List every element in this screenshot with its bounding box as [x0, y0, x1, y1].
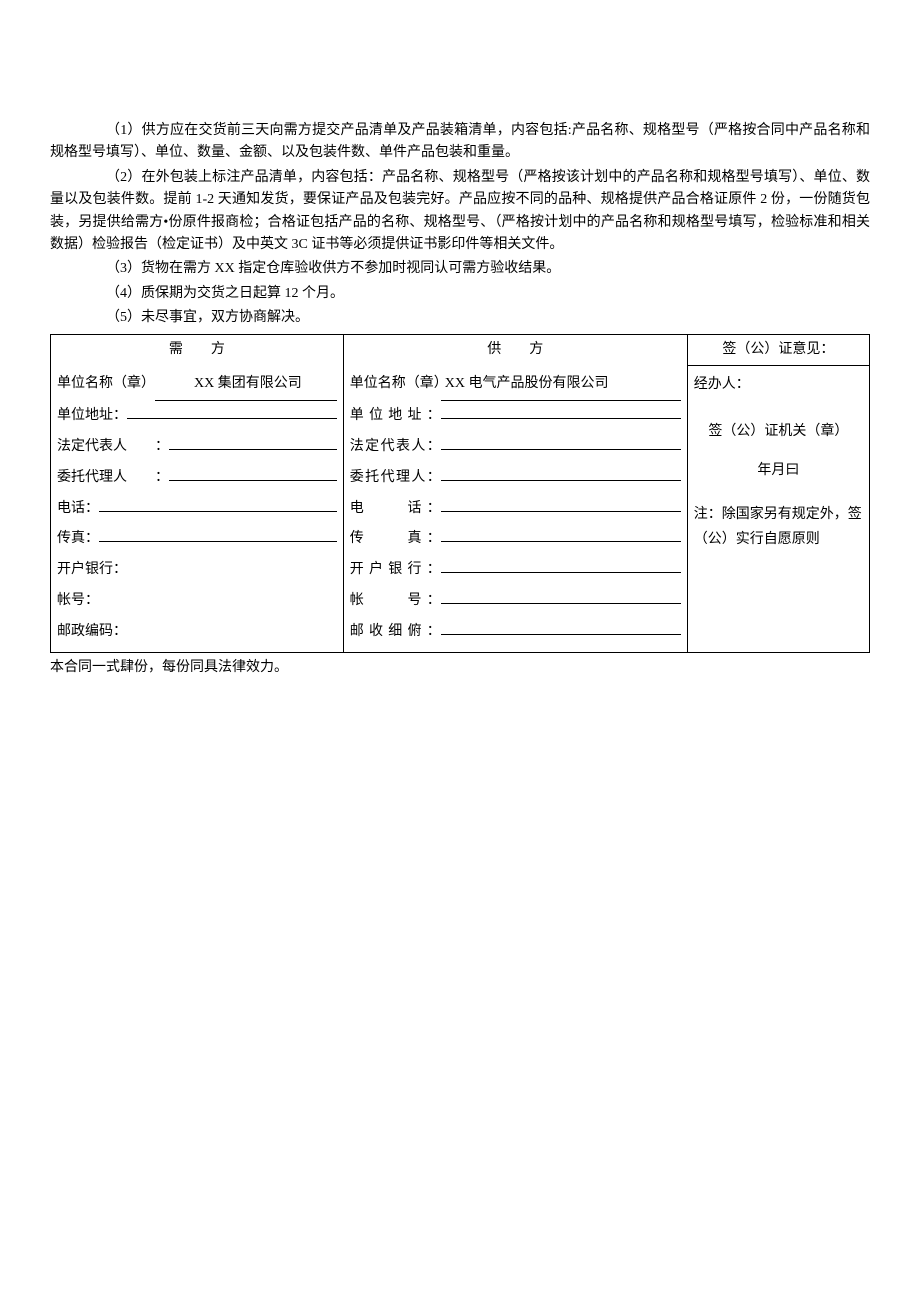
- demander-address-label: 单位地址：: [57, 401, 127, 432]
- clause-2: （2）在外包装上标注产品清单，内容包括：产品名称、规格型号（严格按该计划中的产品…: [50, 167, 870, 257]
- demander-address-value: [127, 402, 337, 419]
- demander-account-label: 帐号：: [57, 586, 99, 617]
- supplier-bank-value: [441, 556, 681, 573]
- demander-agent-row: 委托代理人 ：: [57, 463, 337, 494]
- supplier-bank-row: 开户银行：: [350, 555, 681, 586]
- demander-phone-label: 电话：: [57, 494, 99, 525]
- clause-1: （1）供方应在交货前三天向需方提交产品清单及产品装箱清单，内容包括:产品名称、规…: [50, 120, 870, 165]
- demander-agent-label: 委托代理人 ：: [57, 463, 169, 494]
- table-header-row: 需方 供方 签（公）证意见：: [51, 334, 870, 365]
- notary-handler: 经办人：: [694, 370, 863, 401]
- demander-bank-row: 开户银行：: [57, 555, 337, 586]
- demander-phone-row: 电话：: [57, 494, 337, 525]
- demander-postal-row: 邮政编码：: [57, 617, 337, 648]
- demander-company-label: 单位名称（章）: [57, 369, 155, 400]
- supplier-bank-label: 开户银行：: [350, 555, 441, 586]
- supplier-company-label: 单位名称（章）: [350, 369, 441, 400]
- table-body-row: 单位名称（章） XX 集团有限公司 单位地址： 法定代表人 ： 委托代理人 ： …: [51, 365, 870, 652]
- clause-4: （4）质保期为交货之日起算 12 个月。: [50, 283, 870, 305]
- notary-note: 注：除国家另有规定外，签（公）实行自愿原则: [694, 502, 863, 552]
- demander-fax-label: 传真：: [57, 524, 99, 555]
- clause-3: （3）货物在需方 XX 指定仓库验收供方不参加时视同认可需方验收结果。: [50, 258, 870, 280]
- demander-address-row: 单位地址：: [57, 401, 337, 432]
- demander-legalrep-value: [169, 433, 337, 450]
- supplier-agent-row: 委托代理人：: [350, 463, 681, 494]
- clause-list: （1）供方应在交货前三天向需方提交产品清单及产品装箱清单，内容包括:产品名称、规…: [50, 120, 870, 330]
- demander-fax-value: [99, 526, 337, 543]
- supplier-agent-label: 委托代理人：: [350, 463, 441, 494]
- header-supplier: 供方: [343, 334, 687, 365]
- notary-cell: 经办人： 签（公）证机关（章） 年月曰 注：除国家另有规定外，签（公）实行自愿原…: [687, 365, 869, 652]
- supplier-account-label: 帐 号：: [350, 586, 441, 617]
- header-notary: 签（公）证意见：: [687, 334, 869, 365]
- header-demander: 需方: [51, 334, 344, 365]
- supplier-legalrep-value: [441, 433, 681, 450]
- supplier-account-row: 帐 号：: [350, 586, 681, 617]
- signature-table: 需方 供方 签（公）证意见： 单位名称（章） XX 集团有限公司 单位地址： 法…: [50, 334, 870, 653]
- demander-fax-row: 传真：: [57, 524, 337, 555]
- supplier-fax-row: 传 真：: [350, 524, 681, 555]
- supplier-company-value: XX 电气产品股份有限公司: [441, 369, 681, 401]
- demander-legalrep-row: 法定代表人 ：: [57, 432, 337, 463]
- supplier-legalrep-row: 法定代表人：: [350, 432, 681, 463]
- supplier-fax-value: [441, 526, 681, 543]
- demander-company-value: XX 集团有限公司: [155, 369, 337, 401]
- supplier-address-label: 单位地址：: [350, 401, 441, 432]
- supplier-phone-label: 电 话：: [350, 494, 441, 525]
- notary-date: 年月曰: [694, 456, 863, 487]
- demander-bank-value: [127, 556, 337, 573]
- supplier-postal-label: 邮收细俯：: [350, 617, 441, 648]
- demander-cell: 单位名称（章） XX 集团有限公司 单位地址： 法定代表人 ： 委托代理人 ： …: [51, 365, 344, 652]
- supplier-fax-label: 传 真：: [350, 524, 441, 555]
- footer-text: 本合同一式肆份，每份同具法律效力。: [50, 657, 870, 679]
- demander-bank-label: 开户银行：: [57, 555, 127, 586]
- supplier-address-row: 单位地址：: [350, 401, 681, 432]
- supplier-company-row: 单位名称（章） XX 电气产品股份有限公司: [350, 369, 681, 401]
- supplier-phone-row: 电 话：: [350, 494, 681, 525]
- supplier-phone-value: [441, 495, 681, 512]
- demander-agent-value: [169, 464, 337, 481]
- supplier-legalrep-label: 法定代表人：: [350, 432, 441, 463]
- notary-agency: 签（公）证机关（章）: [694, 417, 863, 448]
- demander-legalrep-label: 法定代表人 ：: [57, 432, 169, 463]
- supplier-cell: 单位名称（章） XX 电气产品股份有限公司 单位地址： 法定代表人： 委托代理人…: [343, 365, 687, 652]
- demander-account-value: [99, 587, 337, 604]
- supplier-agent-value: [441, 464, 681, 481]
- demander-postal-value: [127, 618, 337, 635]
- supplier-account-value: [441, 587, 681, 604]
- demander-company-row: 单位名称（章） XX 集团有限公司: [57, 369, 337, 401]
- clause-5: （5）未尽事宜，双方协商解决。: [50, 307, 870, 329]
- demander-account-row: 帐号：: [57, 586, 337, 617]
- supplier-postal-value: [441, 618, 681, 635]
- supplier-address-value: [441, 402, 681, 419]
- demander-phone-value: [99, 495, 337, 512]
- demander-postal-label: 邮政编码：: [57, 617, 127, 648]
- supplier-postal-row: 邮收细俯：: [350, 617, 681, 648]
